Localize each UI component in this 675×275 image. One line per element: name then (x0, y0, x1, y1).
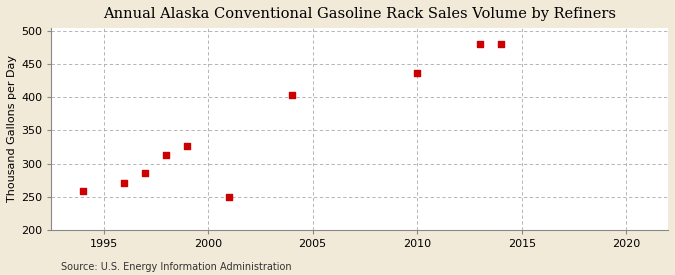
Point (412, 70, 423, 75)
Text: Source: U.S. Energy Information Administration: Source: U.S. Energy Information Administ… (61, 262, 292, 272)
Point (475, 41, 485, 46)
Point (223, 194, 234, 199)
Point (286, 93, 297, 97)
Point (161, 153, 171, 157)
Point (182, 144, 192, 148)
Title: Annual Alaska Conventional Gasoline Rack Sales Volume by Refiners: Annual Alaska Conventional Gasoline Rack… (103, 7, 616, 21)
Point (495, 41, 506, 46)
Point (119, 181, 130, 186)
Y-axis label: Thousand Gallons per Day: Thousand Gallons per Day (7, 55, 17, 202)
Point (77, 189, 88, 194)
Point (140, 171, 151, 176)
